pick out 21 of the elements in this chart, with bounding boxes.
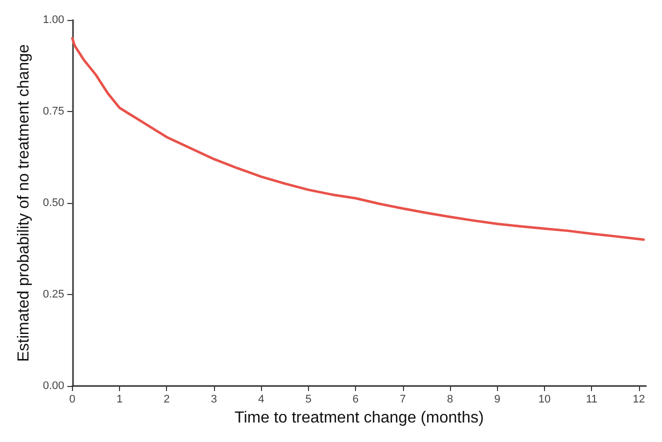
y-tick-label: 0.50: [42, 197, 64, 209]
x-tick-label: 4: [258, 394, 264, 406]
x-tick-label: 2: [164, 394, 170, 406]
x-tick-label: 3: [210, 394, 218, 406]
x-tick-label: 12: [632, 394, 646, 406]
x-tick-label: 8: [446, 394, 454, 406]
x-tick-label: 9: [494, 394, 500, 406]
x-tick-label: 7: [400, 394, 406, 406]
x-tick-label: 10: [538, 394, 551, 406]
x-tick-label: 0: [69, 394, 76, 406]
line-series: [71, 37, 645, 241]
x-tick-label: 11: [586, 394, 598, 406]
y-axis-title: Estimated probability of no treatment change: [16, 44, 32, 362]
y-tick-label: 0.00: [42, 380, 64, 392]
x-tick-label: 5: [305, 394, 312, 406]
x-tick-label: 6: [352, 394, 359, 406]
y-tick-label: 0.25: [42, 288, 64, 300]
x-tick-label: 1: [116, 394, 123, 406]
y-tick-label: 0.75: [42, 106, 64, 118]
x-axis-title: Time to treatment change (months): [234, 410, 484, 426]
y-tick-label: 1.00: [42, 14, 64, 26]
